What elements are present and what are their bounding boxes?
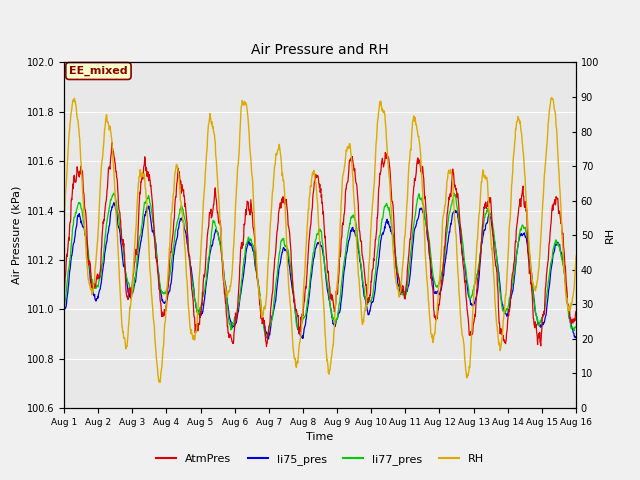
Title: Air Pressure and RH: Air Pressure and RH	[251, 43, 389, 57]
X-axis label: Time: Time	[307, 432, 333, 442]
Y-axis label: Air Pressure (kPa): Air Pressure (kPa)	[11, 186, 21, 284]
Legend: AtmPres, li75_pres, li77_pres, RH: AtmPres, li75_pres, li77_pres, RH	[152, 450, 488, 469]
Y-axis label: RH: RH	[605, 227, 615, 243]
Text: EE_mixed: EE_mixed	[69, 66, 128, 76]
